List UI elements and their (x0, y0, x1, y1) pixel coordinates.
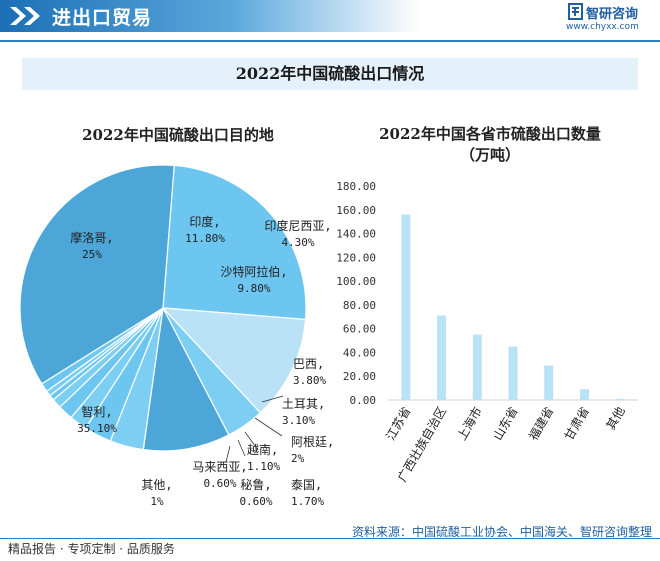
y-tick-label: 60.00 (343, 323, 376, 336)
pie-label: 摩洛哥, (70, 230, 113, 245)
bar (437, 315, 447, 400)
leader-line (225, 445, 231, 463)
pie-chart-title: 2022年中国硫酸出口目的地 (82, 126, 274, 144)
y-tick-label: 0.00 (350, 394, 377, 407)
pie-value-label: 2% (291, 452, 305, 465)
leader-line (237, 439, 246, 457)
y-tick-label: 120.00 (336, 251, 376, 264)
bar (472, 334, 482, 400)
pie-value-label: 3.80% (293, 374, 326, 387)
pie-label: 智利, (81, 404, 112, 419)
pie-label: 马来西亚, (192, 460, 247, 474)
pie-value-label: 0.60% (239, 495, 272, 508)
pie-value-label: 3.10% (282, 414, 315, 427)
pie-label: 秘鲁, (240, 478, 271, 492)
x-tick-label: 上海市 (454, 404, 485, 443)
pie-label: 印度, (189, 214, 220, 229)
pie-value-label: 11.80% (185, 232, 225, 245)
header-divider (0, 40, 660, 42)
y-tick-label: 20.00 (343, 370, 376, 383)
logo-url: www.chyxx.com (566, 22, 639, 32)
footer-slogan: 精品报告 · 专项定制 · 品质服务 (8, 542, 175, 556)
y-tick-label: 180.00 (336, 180, 376, 193)
pie-value-label: 9.80% (237, 282, 270, 295)
bar-chart-subtitle: （万吨） (459, 146, 520, 164)
footer-divider (0, 538, 660, 539)
pie-label: 巴西, (293, 357, 324, 371)
bar (579, 389, 589, 400)
pie-value-label: 25% (82, 248, 102, 261)
header: 进出口贸易 智研咨询 www.chyxx.com (0, 0, 660, 36)
y-tick-label: 80.00 (343, 299, 376, 312)
pie-label: 泰国, (291, 478, 322, 492)
x-tick-label: 甘肃省 (562, 405, 592, 443)
pie-value-label: 1% (150, 495, 164, 508)
pie-value-label: 1.70% (291, 495, 324, 508)
leader-line (244, 431, 259, 451)
pie-label: 印度尼西亚, (264, 218, 331, 233)
pie-label: 越南, (247, 442, 278, 457)
bar (615, 398, 625, 400)
logo-icon (568, 3, 583, 20)
pie-label: 沙特阿拉伯, (220, 264, 287, 279)
x-tick-label: 山东省 (490, 405, 520, 443)
data-source: 资料来源：中国硫酸工业协会、中国海关、智研咨询整理 (351, 525, 652, 539)
bar (544, 365, 554, 400)
pie-label: 其他, (141, 478, 172, 492)
x-tick-label: 福建省 (525, 404, 556, 443)
x-tick-label: 其他 (604, 405, 628, 433)
leader-line (254, 417, 283, 437)
pie-chart: 摩洛哥, 25% 印度, 11.80% 印度尼西亚, 4.30% 沙特阿拉伯, 9.80% 巴西… (19, 164, 334, 508)
bar-chart-title: 2022年中国各省市硫酸出口数量 （万吨） (340, 124, 640, 166)
y-tick-label: 140.00 (336, 228, 376, 241)
y-tick-label: 40.00 (343, 346, 376, 359)
bar-chart: 0.00 20.00 40.00 60.00 80.00 100.00 120.00 140.… (336, 180, 638, 484)
x-tick-label: 江苏省 (383, 405, 413, 443)
y-tick-label: 100.00 (336, 275, 376, 288)
pie-value-label: 0.60% (203, 477, 236, 490)
pie-label: 阿根廷, (291, 435, 334, 449)
logo-name: 智研咨询 (586, 7, 639, 22)
page-title: 2022年中国硫酸出口情况 (22, 58, 638, 90)
bar (508, 346, 518, 400)
pie-slice (162, 164, 307, 321)
pie-value-label: 4.30% (281, 236, 314, 249)
y-tick-label: 160.00 (336, 204, 376, 217)
section-title: 进出口贸易 (52, 7, 153, 29)
pie-value-label: 35.10% (77, 422, 117, 435)
pie-slice (142, 306, 230, 452)
bar-chart-title-line: 2022年中国各省市硫酸出口数量 (379, 125, 601, 143)
pie-slice (161, 307, 307, 414)
pie-value-label: 1.10% (247, 460, 280, 473)
double-chevron-icon (10, 7, 40, 25)
pie-label: 土耳其, (282, 397, 325, 411)
header-banner (0, 0, 420, 32)
bar (401, 214, 411, 400)
leader-line (261, 395, 284, 403)
pie-slice (19, 164, 175, 385)
